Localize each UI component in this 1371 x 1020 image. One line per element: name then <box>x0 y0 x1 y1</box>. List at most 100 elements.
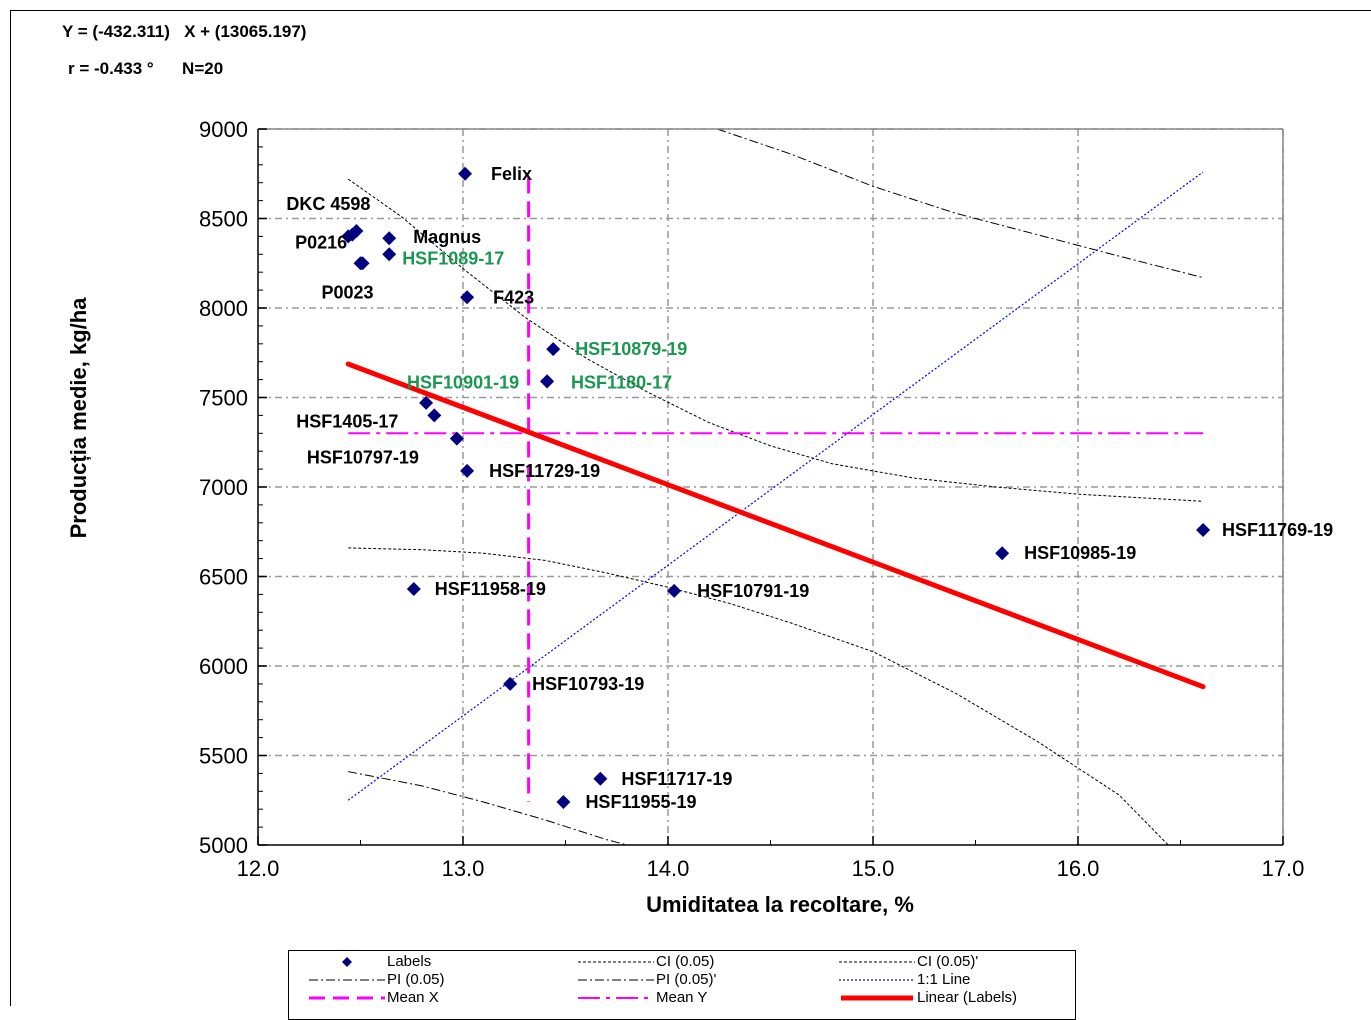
legend-label: Mean Y <box>656 989 708 1006</box>
pi-upper-curve <box>717 128 1204 279</box>
ci-upper-curve <box>347 178 1204 502</box>
data-point <box>556 795 571 810</box>
legend-swatch <box>839 979 915 981</box>
legend-swatch <box>578 997 654 999</box>
legend-swatch <box>309 979 385 981</box>
data-point <box>540 374 555 389</box>
legend-label: PI (0.05) <box>387 971 445 988</box>
point-label: HSF11955-19 <box>585 792 696 812</box>
legend-item: Mean X <box>307 989 547 1007</box>
legend-swatch <box>578 979 654 981</box>
point-label: Felix <box>491 164 532 184</box>
legend-item: Mean Y <box>576 989 816 1007</box>
point-label: HSF10879-19 <box>575 339 687 359</box>
y-tick-label: 8000 <box>199 296 248 321</box>
regression-line <box>345 361 1206 690</box>
point-label: P0216 <box>295 232 347 252</box>
y-axis-label: Producția medie, kg/ha <box>66 297 91 539</box>
legend-item: PI (0.05) <box>307 971 547 989</box>
point-label: HSF11958-19 <box>435 579 546 599</box>
point-label: HSF10985-19 <box>1024 543 1136 563</box>
point-label: P0023 <box>322 282 374 302</box>
data-point <box>382 247 397 262</box>
y-tick-label: 8500 <box>199 207 248 232</box>
legend-item: Labels <box>307 953 547 971</box>
data-point <box>995 546 1010 561</box>
legend-label: Linear (Labels) <box>917 989 1018 1006</box>
legend-item: CI (0.05) <box>576 953 816 971</box>
y-tick-label: 9000 <box>199 117 248 142</box>
legend-swatch <box>841 995 913 1001</box>
point-label: DKC 4598 <box>286 194 370 214</box>
legend-item: PI (0.05)' <box>576 971 816 989</box>
point-label: HSF10797-19 <box>307 448 419 468</box>
legend: Labels CI (0.05) CI (0.05)' PI (0.05) PI (0.… <box>288 950 1076 1020</box>
data-point <box>503 676 518 691</box>
legend-swatch <box>309 996 385 1000</box>
data-point <box>406 582 421 597</box>
legend-label: CI (0.05)' <box>917 953 979 970</box>
x-tick-label: 14.0 <box>647 856 690 881</box>
point-label: HSF11769-19 <box>1222 520 1333 540</box>
ci-lower-curve <box>348 547 1169 846</box>
legend-item: 1:1 Line <box>837 971 1077 989</box>
legend-swatch <box>342 957 352 967</box>
point-label: HSF11717-19 <box>621 769 732 789</box>
legend-label: 1:1 Line <box>917 971 971 988</box>
x-tick-label: 13.0 <box>442 856 485 881</box>
point-label: HSF10901-19 <box>407 372 519 392</box>
y-tick-label: 6500 <box>199 565 248 590</box>
one-to-one-line <box>347 171 1204 801</box>
legend-item: Linear (Labels) <box>837 989 1077 1007</box>
x-tick-label: 16.0 <box>1057 856 1100 881</box>
regression-stats: r = -0.433 ° N=20 <box>68 59 224 78</box>
point-label: Magnus <box>413 227 481 247</box>
data-point <box>353 256 368 271</box>
y-tick-label: 5500 <box>199 744 248 769</box>
point-label: HSF1180-17 <box>571 372 672 392</box>
chart-frame <box>10 10 1371 1006</box>
x-axis-label: Umiditatea la recoltare, % <box>646 892 914 917</box>
point-label: HSF10793-19 <box>532 674 644 694</box>
data-point <box>458 166 473 181</box>
y-tick-label: 6000 <box>199 654 248 679</box>
data-point <box>460 463 475 478</box>
legend-label: Mean X <box>387 989 439 1006</box>
legend-label: CI (0.05) <box>656 953 715 970</box>
legend-label: Labels <box>387 953 432 970</box>
tick-labels: 12.0 13.0 14.0 15.0 16.0 17.0 5000 5500 6000 6500… <box>199 117 1304 881</box>
data-point <box>1196 522 1211 537</box>
data-points <box>341 166 1211 810</box>
x-tick-label: 12.0 <box>237 856 280 881</box>
curves <box>345 128 1206 846</box>
regression-equation: Y = (-432.311) X + (13065.197) <box>62 22 307 41</box>
legend-label: PI (0.05)' <box>656 971 717 988</box>
data-point <box>546 342 561 357</box>
x-tick-label: 15.0 <box>852 856 895 881</box>
point-label: HSF11729-19 <box>489 461 600 481</box>
data-point <box>460 290 475 305</box>
y-tick-label: 5000 <box>199 833 248 858</box>
data-point <box>593 771 608 786</box>
data-point <box>427 408 442 423</box>
y-tick-label: 7500 <box>199 386 248 411</box>
pi-lower-curve <box>348 771 628 846</box>
point-label: HSF1089-17 <box>402 248 504 268</box>
y-tick-label: 7000 <box>199 475 248 500</box>
point-label: F423 <box>493 287 534 307</box>
point-label: HSF10791-19 <box>697 581 809 601</box>
axes <box>257 128 1284 846</box>
point-label: HSF1405-17 <box>296 411 398 431</box>
data-point <box>419 395 434 410</box>
data-point <box>382 231 397 246</box>
x-tick-label: 17.0 <box>1262 856 1305 881</box>
data-point <box>667 583 682 598</box>
grid <box>258 128 1284 845</box>
legend-item: CI (0.05)' <box>837 953 1077 971</box>
legend-swatch <box>839 961 915 963</box>
legend-swatch <box>578 961 654 963</box>
data-point <box>341 229 356 244</box>
data-point <box>449 431 464 446</box>
